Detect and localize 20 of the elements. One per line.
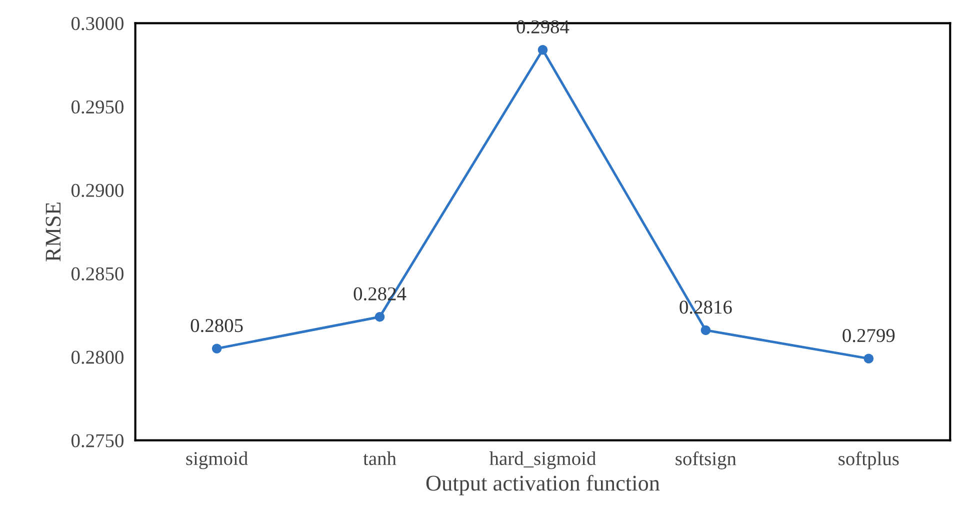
point [700, 325, 711, 336]
x-tick-label: softplus [838, 451, 899, 470]
x-axis-title: Output activation function [426, 474, 660, 496]
y-axis-title: RMSE [46, 202, 61, 262]
data-label: 0.2799 [842, 328, 895, 342]
x-tick-label: hard_sigmoid [489, 451, 596, 470]
point [538, 45, 548, 55]
data-label: 0.2805 [190, 318, 243, 332]
y-tick-label: 0.3000 [71, 16, 124, 30]
x-tick-label: tanh [363, 451, 396, 466]
y-tick-label: 0.2900 [71, 184, 124, 198]
y-tick-label: 0.2750 [71, 434, 124, 448]
point [374, 312, 385, 322]
point [212, 344, 222, 354]
point [864, 354, 874, 364]
y-tick-label: 0.2800 [71, 350, 124, 364]
x-tick-label: softsign [676, 451, 736, 470]
y-tick-label: 0.2850 [71, 267, 124, 280]
y-tick-label: 0.2950 [71, 100, 124, 114]
x-tick-label: sigmoid [186, 451, 248, 470]
